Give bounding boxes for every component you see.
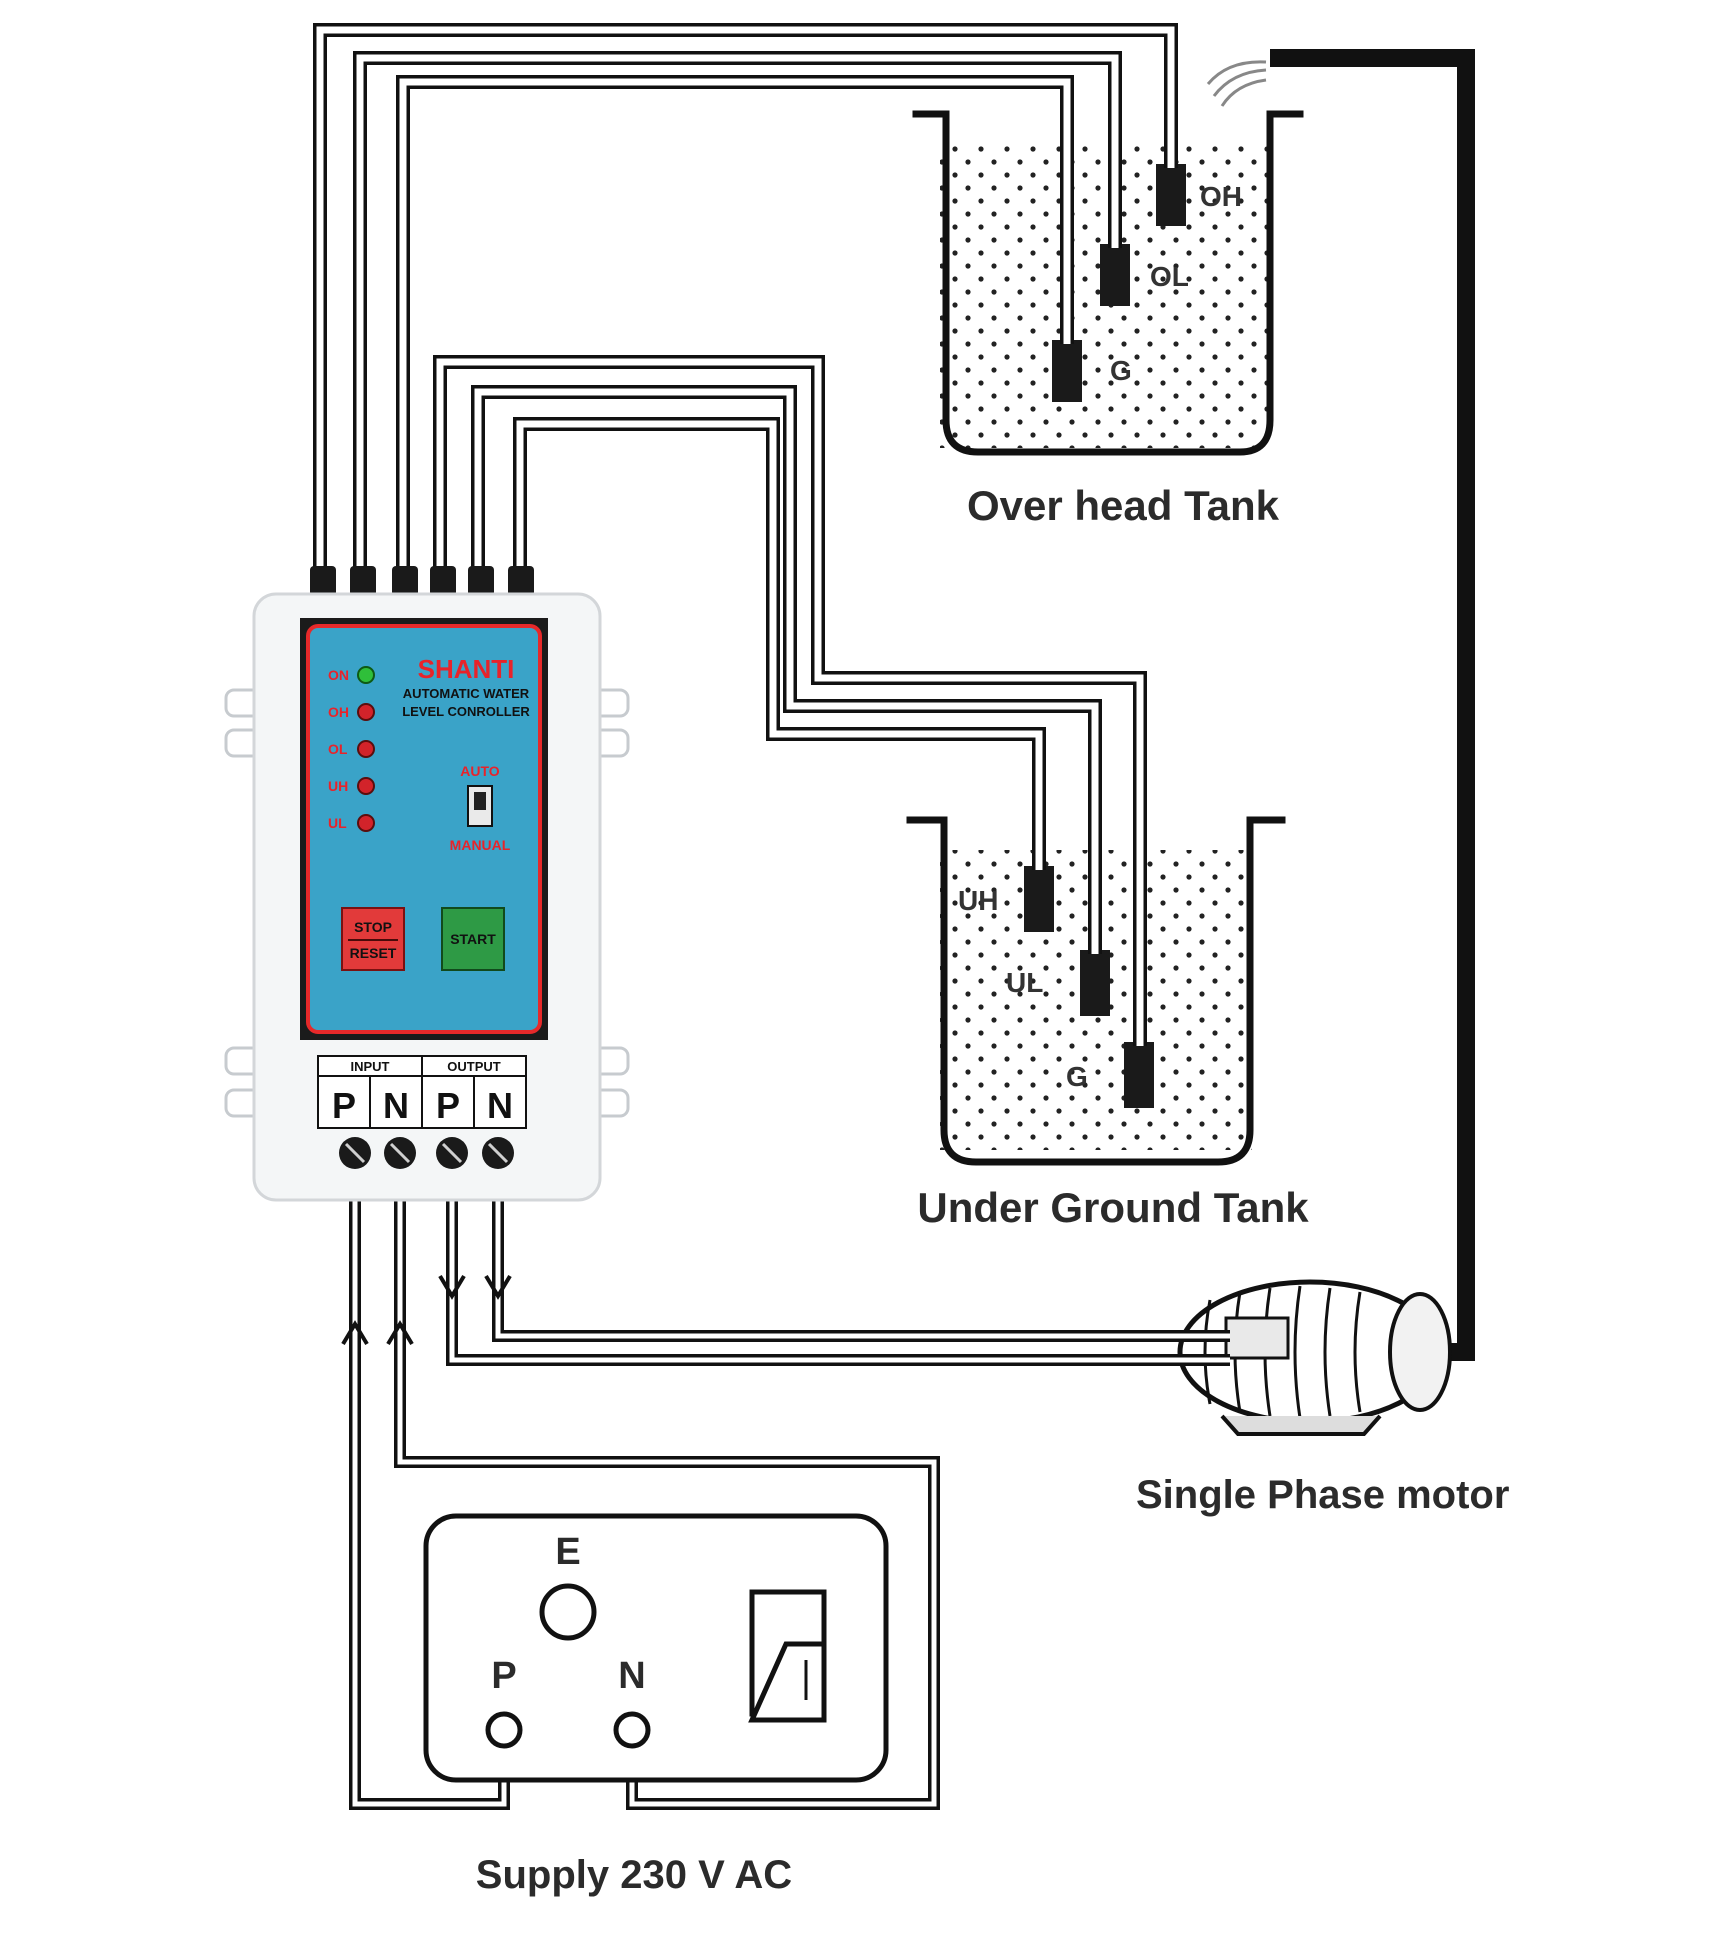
indicator-on: ON <box>328 666 375 684</box>
supply-caption: Supply 230 V AC <box>476 1853 792 1897</box>
terminal-output-n: N <box>487 1085 513 1126</box>
probe-ul <box>1080 950 1110 1016</box>
terminal-input-p: P <box>332 1085 356 1126</box>
mode-auto-label: AUTO <box>460 763 500 779</box>
stop-label: STOP <box>354 919 392 935</box>
led-red-icon <box>357 703 375 721</box>
indicator-uh: UH <box>328 777 375 795</box>
led-red-icon <box>357 740 375 758</box>
motor-base <box>1220 1414 1382 1436</box>
arrow-input-p-icon <box>341 1320 369 1346</box>
motor: Single Phase motor <box>1136 1279 1509 1517</box>
overhead-tank-outline <box>912 110 1304 456</box>
subtitle-line2: LEVEL CONROLLER <box>402 704 530 719</box>
arrow-output-p-icon <box>438 1274 466 1300</box>
probe-label-ol: OL <box>1150 261 1189 292</box>
probe-label-oh: OH <box>1200 181 1242 212</box>
mode-manual-label: MANUAL <box>450 837 511 853</box>
earth-pin-icon <box>539 1583 597 1641</box>
underground-tank: UH UL G Under Ground Tank <box>906 816 1309 1231</box>
indicator-ol: OL <box>328 740 375 758</box>
stop-reset-button[interactable]: STOP RESET <box>341 907 405 971</box>
reset-label: RESET <box>350 945 397 961</box>
probe-ol <box>1100 244 1130 306</box>
subtitle-line1: AUTOMATIC WATER <box>403 686 530 701</box>
overhead-tank-caption: Over head Tank <box>967 482 1280 529</box>
motor-end-cap <box>1388 1292 1452 1412</box>
cable-glands <box>310 566 534 596</box>
socket-label-neutral: N <box>618 1655 645 1697</box>
terminal-input-n: N <box>383 1085 409 1126</box>
indicator-oh: OH <box>328 703 375 721</box>
svg-text:OH: OH <box>328 704 349 720</box>
led-red-icon <box>357 777 375 795</box>
probe-label-g-underground: G <box>1066 1061 1088 1092</box>
supply-socket: E P N Supply 230 V AC <box>423 1513 889 1897</box>
led-green-icon <box>357 666 375 684</box>
probe-uh <box>1024 866 1054 932</box>
controller: SHANTI AUTOMATIC WATER LEVEL CONROLLER O… <box>224 566 630 1202</box>
start-label: START <box>450 931 496 947</box>
probe-g-overhead <box>1052 340 1082 402</box>
phase-pin-icon <box>485 1711 523 1749</box>
neutral-pin-icon <box>613 1711 651 1749</box>
terminal-screws <box>339 1137 514 1169</box>
terminal-header-input: INPUT <box>351 1059 390 1074</box>
motor-caption: Single Phase motor <box>1136 1473 1509 1517</box>
svg-text:ON: ON <box>328 667 349 683</box>
probe-label-ul: UL <box>1006 967 1043 998</box>
underground-tank-outline <box>906 816 1286 1166</box>
terminal-block: INPUT OUTPUT P N P N <box>317 1055 527 1129</box>
probe-label-g-overhead: G <box>1110 355 1132 386</box>
socket-label-phase: P <box>491 1655 516 1697</box>
brand-name: SHANTI <box>418 654 515 684</box>
sensor-wires-inner <box>316 26 1175 1046</box>
svg-text:UL: UL <box>328 815 347 831</box>
led-red-icon <box>357 814 375 832</box>
probe-label-uh: UH <box>958 885 998 916</box>
arrow-output-n-icon <box>484 1274 512 1300</box>
socket-label-earth: E <box>555 1531 580 1573</box>
probe-oh <box>1156 164 1186 226</box>
arrow-input-n-icon <box>386 1320 414 1346</box>
terminal-output-p: P <box>436 1085 460 1126</box>
overhead-tank: OH OL G Over head Tank <box>912 110 1304 529</box>
water-spray-icon <box>1206 60 1267 107</box>
motor-pipe <box>1206 49 1475 1361</box>
switch-icon <box>748 1589 827 1723</box>
motor-terminal-box <box>1224 1316 1290 1360</box>
indicator-ul: UL <box>328 814 375 832</box>
underground-tank-caption: Under Ground Tank <box>917 1184 1309 1231</box>
mode-switch[interactable]: AUTO MANUAL <box>450 763 511 853</box>
terminal-header-output: OUTPUT <box>447 1059 501 1074</box>
svg-text:UH: UH <box>328 778 348 794</box>
start-button[interactable]: START <box>441 907 505 971</box>
svg-text:OL: OL <box>328 741 348 757</box>
probe-g-underground <box>1124 1042 1154 1108</box>
